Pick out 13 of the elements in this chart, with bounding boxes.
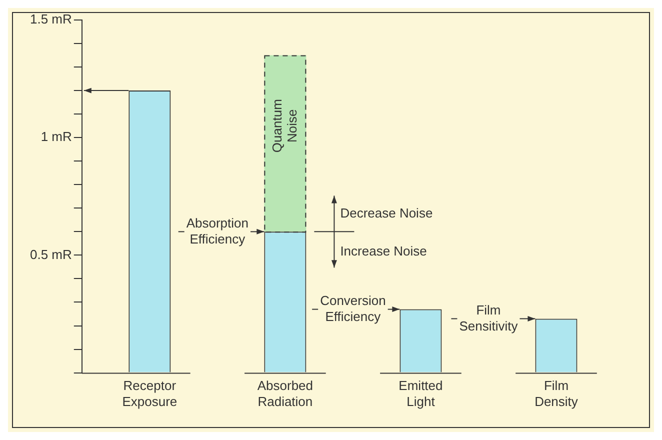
y-tick-label: 0.5 mR: [30, 246, 72, 262]
y-tick-label: 1 mR: [40, 129, 72, 144]
series-label: Quantum Noise: [269, 99, 300, 153]
x-tick-label: Film Density: [534, 378, 578, 409]
x-tick-label: Emitted Light: [398, 378, 443, 409]
x-tick-label: Receptor Exposure: [122, 378, 178, 409]
annotation: Absorption Efficiency: [186, 215, 249, 246]
x-tick-label: Absorbed Radiation: [257, 378, 314, 409]
annotation: Decrease Noise: [340, 205, 433, 220]
y-tick-label: 1.5 mR: [30, 12, 72, 27]
annotation: Conversion Efficiency: [320, 292, 386, 324]
annotation: Increase Noise: [340, 243, 427, 258]
annotation: Film Sensitivity: [459, 302, 518, 334]
